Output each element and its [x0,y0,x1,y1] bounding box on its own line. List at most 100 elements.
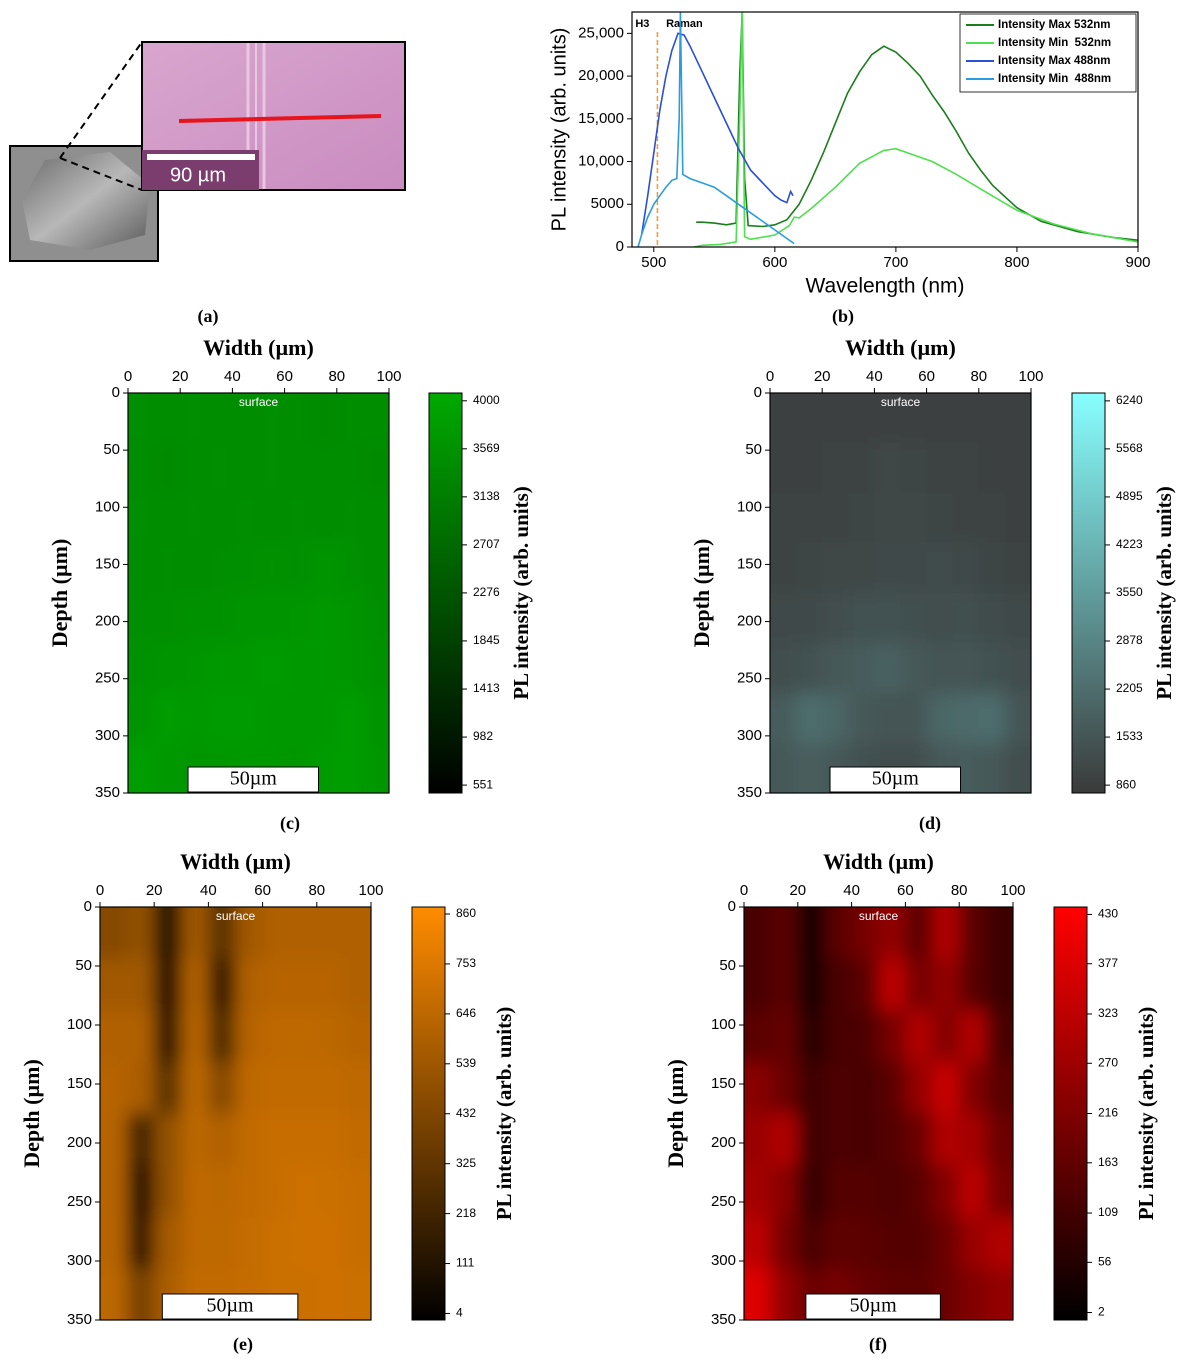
heatmap-cell [959,1061,987,1115]
x-tick-label: 40 [200,882,217,899]
x-tick-label: 60 [254,882,271,899]
heatmap-cell [262,1113,291,1166]
colorbar-label: PL intensity (arb. units) [1152,486,1176,700]
heatmap-cell [900,393,928,444]
scan-line [178,114,382,123]
heatmap-cell [262,958,291,1012]
heatmap-cell [235,1010,264,1063]
heatmap-cell [770,693,797,744]
heatmap-cell [770,1268,799,1320]
heatmap-cell [316,1268,345,1320]
heatmap-cell [336,693,364,744]
heatmap-cells [100,907,371,1320]
heatmap-cell [235,907,264,960]
heatmap-cell [851,1061,880,1115]
colorbar-tick-label: 109 [1098,1205,1118,1219]
heatmap-chart: surface 50µm 0 20 40 60 80 100 0 50 100 150 200 250 30… [19,849,516,1355]
y-tick-label: 250 [711,1193,736,1210]
caption: (a) [198,306,219,327]
scale-bar-label: 50µm [872,768,920,790]
heatmap-cell [362,543,389,594]
scale-bar-box [161,1293,299,1320]
heatmap-cell [824,907,853,960]
heatmap-cell [100,958,128,1012]
heatmap-cell [336,743,364,793]
heatmap-cell [905,1165,934,1218]
heatmap-cell [770,743,797,793]
heatmap-cell [232,593,260,644]
heatmap-cell [1004,393,1031,444]
heatmap-cell [284,543,312,594]
legend-label: Intensity Max 532nm [998,19,1110,31]
heatmap-cell [154,958,183,1012]
x-tick-label: 100 [1018,368,1043,385]
colorbar-label: PL intensity (arb. units) [492,1007,516,1221]
y-tick-label: 0 [754,384,762,401]
heatmap-cell [154,1216,183,1270]
heatmap-cell [848,543,876,594]
y-tick-label: 200 [95,613,120,630]
colorbar-tick-label: 860 [1116,777,1136,791]
y-axis-label: Depth (µm) [47,539,72,648]
heatmap-cell [900,593,928,644]
heatmap-cell [822,393,850,444]
heatmap-cell [206,493,234,544]
heatmap-cell [905,958,934,1012]
heatmap-area [744,907,1013,1320]
heatmap-cell [848,593,876,644]
heatmap-cell [770,443,797,494]
heatmap-cell [926,443,954,494]
heatmap-cell [154,493,181,544]
plot-frame [743,906,1014,1321]
heatmap-cell [796,543,823,594]
heatmap-cell [284,393,312,444]
heatmap-cell [878,1216,907,1270]
heatmap-cell [343,1216,371,1270]
heatmap-cell [208,1113,237,1166]
heatmap-cell [822,493,850,544]
heatmap-cell [1004,543,1031,594]
colorbar-label: PL intensity (arb. units) [1134,1007,1158,1221]
x-tick-label: 900 [1125,254,1150,271]
plot-frame [127,392,390,794]
heatmap-cells [770,393,1031,793]
x-tick-label: 20 [172,368,189,385]
x-tick-label: 800 [1004,254,1029,271]
heatmap-cell [181,1165,210,1218]
series-line [693,12,1138,247]
scale-bar-label: 50µm [850,1295,898,1317]
heatmap-cell [262,1010,291,1063]
x-tick-label: 80 [308,882,325,899]
heatmap-cell [797,1113,826,1166]
heatmap-cell [986,1216,1013,1270]
heatmap-cell [905,1061,934,1115]
plot-frame [631,11,1139,248]
y-tick-label: 100 [711,1016,736,1033]
caption: (c) [280,813,300,834]
heatmap-cell [235,1113,264,1166]
heatmap-cell [932,907,960,960]
heatmap-cell [316,1010,345,1063]
heatmap-cell [284,443,312,494]
heatmap-cell [848,493,876,544]
heatmap-cell [258,443,286,494]
heatmap-cell [362,643,389,694]
heatmap-cell [336,543,364,594]
heatmap-cell [797,1010,826,1063]
heatmap-cell [986,1010,1013,1063]
colorbar-tick-label: 218 [456,1206,476,1220]
heatmap-cell [874,543,902,594]
heatmap-cell [797,1165,826,1218]
heatmap-cell [770,1010,799,1063]
heatmap-cell [232,693,260,744]
colorbar-tick-label: 2707 [473,537,500,551]
heatmap-cell [978,393,1006,444]
scale-label: 90 µm [170,164,226,186]
heatmap-cell [289,1216,318,1270]
colorbar-tick-label: 4895 [1116,489,1143,503]
colorbar-tick-label: 4000 [473,393,500,407]
y-tick-label: 0 [112,384,120,401]
heatmap-cell [959,1113,987,1166]
legend-label: Intensity Min 488nm [998,73,1111,85]
heatmap-cell [796,443,823,494]
